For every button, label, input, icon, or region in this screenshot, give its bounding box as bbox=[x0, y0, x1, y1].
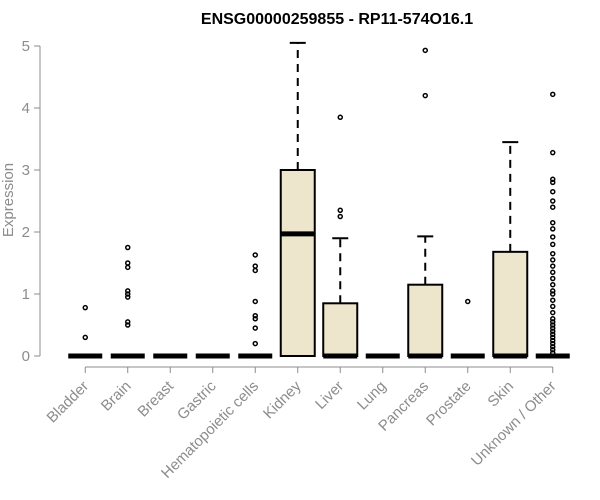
outlier-point bbox=[550, 328, 556, 334]
outlier-point bbox=[550, 275, 556, 282]
outlier-point bbox=[337, 114, 343, 121]
outlier-point bbox=[550, 288, 556, 294]
box-8 bbox=[407, 47, 444, 359]
box-10 bbox=[492, 141, 529, 359]
x-tick-label: Lung bbox=[354, 378, 390, 414]
outlier-point bbox=[125, 294, 131, 300]
x-tick-label: Bladder bbox=[43, 378, 92, 427]
outlier-point bbox=[550, 334, 556, 341]
outlier-point bbox=[125, 291, 131, 297]
outlier-point bbox=[550, 198, 556, 204]
y-tick-label: 1 bbox=[22, 286, 30, 303]
box-body bbox=[407, 283, 444, 358]
outlier-point bbox=[422, 92, 428, 99]
outlier-point bbox=[125, 319, 131, 325]
outlier-point bbox=[550, 316, 556, 322]
outlier-point bbox=[252, 325, 258, 331]
outlier-point bbox=[550, 91, 556, 98]
outlier-point bbox=[422, 47, 428, 54]
outlier-point bbox=[125, 322, 131, 328]
outlier-point bbox=[125, 260, 131, 266]
y-axis: 0 1 2 3 4 5 bbox=[22, 38, 41, 365]
outlier-point bbox=[82, 334, 88, 341]
outlier-point bbox=[550, 325, 556, 331]
outlier-point bbox=[125, 244, 131, 251]
outlier-point bbox=[550, 322, 556, 328]
outlier-point bbox=[125, 288, 131, 294]
outlier-point bbox=[125, 264, 131, 271]
outlier-point bbox=[550, 309, 556, 316]
outlier-point bbox=[550, 331, 556, 338]
box-4 bbox=[238, 252, 273, 359]
outlier-point bbox=[550, 176, 556, 183]
outlier-point bbox=[337, 213, 343, 220]
outlier-point bbox=[252, 340, 258, 347]
outlier-point bbox=[550, 269, 556, 276]
outlier-point bbox=[550, 347, 556, 353]
x-tick-label: Prostate bbox=[423, 378, 475, 430]
box-6 bbox=[322, 114, 359, 359]
outlier-point bbox=[550, 204, 556, 210]
outlier-point bbox=[550, 291, 556, 297]
box-1 bbox=[110, 244, 145, 359]
outlier-point bbox=[550, 337, 556, 344]
outlier-point bbox=[550, 303, 556, 310]
outlier-point bbox=[252, 312, 258, 319]
y-tick-label: 0 bbox=[22, 348, 30, 365]
y-tick-label: 4 bbox=[22, 100, 30, 117]
outlier-point bbox=[550, 350, 556, 356]
outlier-point bbox=[550, 241, 556, 248]
outlier-point bbox=[550, 281, 556, 288]
y-tick-label: 5 bbox=[22, 38, 30, 55]
outlier-point bbox=[252, 298, 258, 305]
outlier-point bbox=[82, 304, 88, 311]
x-tick-label: Brain bbox=[98, 378, 135, 415]
outlier-point bbox=[337, 207, 343, 214]
outlier-point bbox=[550, 149, 556, 156]
x-tick-label: Kidney bbox=[260, 377, 305, 422]
outlier-point bbox=[550, 226, 556, 232]
outlier-point bbox=[550, 343, 556, 350]
x-tick-label: Liver bbox=[312, 378, 347, 413]
y-axis-label: Expression bbox=[0, 163, 17, 237]
boxes-group bbox=[68, 41, 570, 359]
outlier-point bbox=[550, 257, 556, 263]
outlier-point bbox=[252, 263, 258, 269]
box-body bbox=[322, 302, 359, 357]
outlier-point bbox=[550, 234, 556, 240]
outlier-point bbox=[550, 340, 556, 347]
outlier-point bbox=[252, 316, 258, 322]
y-tick-label: 2 bbox=[22, 224, 30, 241]
outlier-point bbox=[252, 267, 258, 274]
outlier-point bbox=[550, 179, 556, 186]
outlier-point bbox=[252, 252, 258, 258]
box-body bbox=[492, 250, 529, 357]
outlier-point bbox=[465, 298, 471, 305]
outlier-point bbox=[550, 297, 556, 303]
outlier-point bbox=[550, 319, 556, 325]
box-9 bbox=[450, 298, 485, 359]
box-body bbox=[279, 169, 316, 357]
box-0 bbox=[68, 304, 103, 359]
x-tick-label: Skin bbox=[484, 378, 517, 411]
outlier-point bbox=[550, 188, 556, 195]
box-11 bbox=[535, 91, 570, 359]
x-tick-label: Breast bbox=[134, 377, 177, 420]
chart-title: ENSG00000259855 - RP11-574O16.1 bbox=[201, 11, 473, 28]
box-5 bbox=[279, 41, 316, 357]
outlier-point bbox=[550, 250, 556, 257]
y-tick-label: 3 bbox=[22, 162, 30, 179]
outlier-point bbox=[550, 219, 556, 226]
outlier-point bbox=[550, 263, 556, 269]
